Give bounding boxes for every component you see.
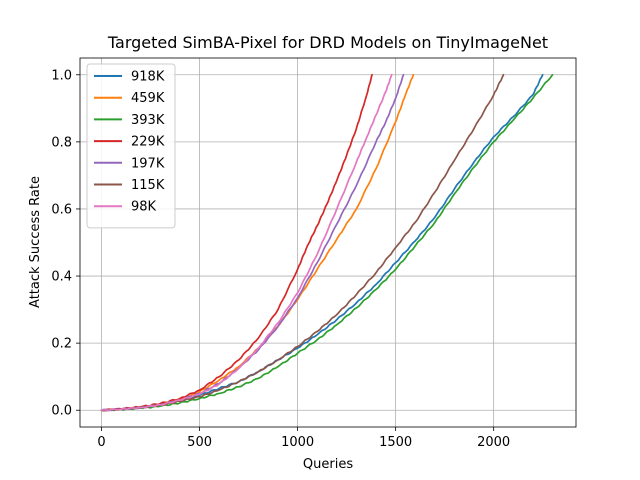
legend-label: 918K bbox=[131, 70, 165, 85]
series-line-229K bbox=[100, 73, 373, 412]
legend-label: 115K bbox=[131, 178, 165, 193]
y-tick-label: 0.4 bbox=[51, 270, 72, 285]
x-tick-label: 0 bbox=[97, 435, 105, 450]
y-tick-label: 0.8 bbox=[51, 135, 72, 150]
legend-box bbox=[86, 63, 176, 229]
x-tick-label: 500 bbox=[187, 435, 212, 450]
y-tick-label: 0.0 bbox=[51, 404, 72, 419]
y-tick-label: 0.6 bbox=[51, 202, 72, 217]
legend-label: 393K bbox=[131, 113, 165, 128]
y-axis-label: Attack Success Rate bbox=[28, 176, 43, 308]
legend-label: 98K bbox=[131, 200, 157, 215]
x-tick-label: 1000 bbox=[281, 435, 314, 450]
series-layer bbox=[100, 73, 554, 412]
legend-label: 229K bbox=[131, 135, 165, 150]
x-tick-label: 2000 bbox=[477, 435, 510, 450]
chart-title: Targeted SimBA-Pixel for DRD Models on T… bbox=[107, 33, 548, 52]
tick-layer: 0 500 1000 1500 2000 0.0 0.2 0.4 0.6 0.8 1.0 bbox=[51, 68, 510, 450]
y-tick-label: 1.0 bbox=[51, 68, 72, 83]
legend-label: 459K bbox=[131, 91, 165, 106]
series-line-393K bbox=[100, 73, 554, 412]
y-tick-label: 0.2 bbox=[51, 337, 72, 352]
legend-label: 197K bbox=[131, 156, 165, 171]
legend: 918K 459K 393K 229K 197K 115K 98K bbox=[86, 63, 176, 229]
x-axis-label: Queries bbox=[303, 457, 353, 472]
x-tick-label: 1500 bbox=[379, 435, 412, 450]
series-line-98K bbox=[100, 73, 393, 412]
plot-frame bbox=[79, 57, 577, 428]
